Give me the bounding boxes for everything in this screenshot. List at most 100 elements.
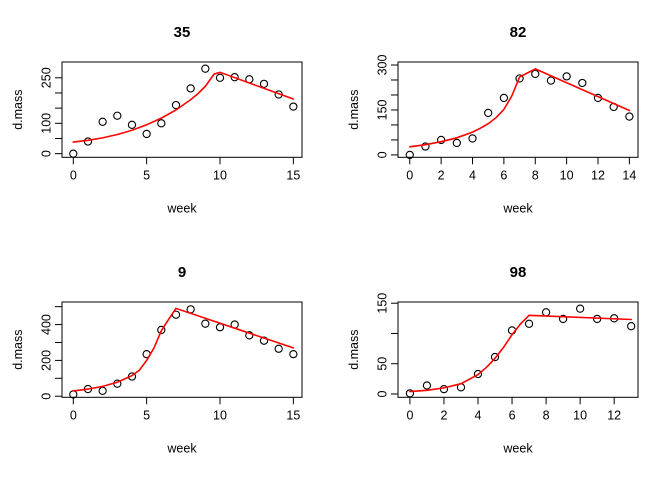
data-point — [171, 100, 181, 110]
y-tick-label: 0 — [375, 151, 389, 158]
data-point — [405, 389, 415, 398]
panel-title: 98 — [510, 264, 527, 281]
data-point — [625, 112, 634, 121]
y-tick-label: 400 — [39, 314, 53, 335]
data-point — [452, 138, 461, 148]
x-tick-label: 15 — [286, 408, 300, 422]
data-point — [436, 135, 446, 145]
x-tick-label: 0 — [406, 168, 413, 182]
data-point — [627, 322, 636, 331]
x-tick-label: 10 — [573, 408, 587, 422]
x-tick-label: 2 — [440, 408, 447, 422]
x-tick-label: 12 — [591, 168, 605, 182]
y-tick-label: 0 — [39, 150, 53, 157]
data-point — [201, 64, 210, 73]
x-tick-label: 6 — [500, 168, 507, 182]
y-axis-label: d.mass — [347, 330, 361, 370]
fitted-line — [72, 307, 295, 392]
data-point — [405, 150, 414, 160]
data-point — [578, 78, 587, 88]
data-point — [127, 120, 137, 129]
data-point — [201, 319, 210, 328]
x-axis-label: week — [166, 441, 197, 455]
y-tick-label: 0 — [375, 390, 389, 397]
panel-35: 0 5 10 15 0 100 250 35 week d.mass — [11, 24, 303, 215]
x-tick-label: 5 — [143, 168, 150, 182]
fitted-line — [409, 68, 631, 148]
data-point — [473, 369, 483, 379]
x-tick-label: 15 — [286, 168, 300, 182]
data-point — [541, 308, 551, 317]
data-point — [69, 149, 78, 158]
y-tick-label: 200 — [39, 350, 53, 371]
panel-82: 0 2 4 6 8 10 12 14 0 150 300 82 week d.mass — [347, 24, 639, 215]
x-tick-label: 0 — [70, 408, 77, 422]
x-tick-label: 4 — [469, 168, 476, 182]
x-tick-label: 12 — [607, 408, 621, 422]
y-tick-label: 0 — [39, 393, 53, 400]
x-axis-label: week — [502, 201, 533, 215]
x-tick-label: 4 — [475, 408, 482, 422]
y-axis-label: d.mass — [11, 330, 25, 370]
x-tick-label: 6 — [509, 408, 516, 422]
data-point — [499, 93, 509, 103]
data-point — [245, 331, 254, 340]
x-tick-label: 0 — [406, 408, 413, 422]
data-point — [98, 117, 107, 126]
panel-title: 9 — [178, 264, 186, 281]
x-axis-label: week — [166, 201, 197, 215]
data-point — [524, 319, 534, 328]
plot-box — [61, 61, 303, 158]
x-tick-label: 5 — [143, 408, 150, 422]
panel-98: 0 2 4 6 8 10 12 0 50 150 98 week d.mass — [347, 264, 639, 455]
y-tick-label: 150 — [375, 99, 389, 120]
x-axis-label: week — [502, 441, 533, 455]
x-tick-label: 10 — [560, 168, 574, 182]
data-point — [484, 108, 493, 118]
x-tick-label: 10 — [213, 168, 227, 182]
y-axis-label: d.mass — [347, 90, 361, 130]
data-point — [531, 69, 540, 79]
x-tick-label: 10 — [213, 408, 227, 422]
data-point — [546, 76, 556, 85]
data-point — [142, 129, 151, 139]
data-point — [468, 134, 477, 143]
x-tick-label: 14 — [622, 168, 636, 182]
x-tick-label: 8 — [543, 408, 550, 422]
fitted-line — [409, 314, 633, 393]
y-tick-label: 300 — [375, 55, 389, 76]
data-point — [575, 304, 585, 313]
panel-9: 0 5 10 15 0 200 400 9 week d.mass — [11, 264, 303, 455]
y-tick-label: 150 — [375, 293, 389, 314]
panel-title: 82 — [510, 24, 527, 41]
y-tick-label: 250 — [39, 67, 53, 88]
data-point — [186, 84, 195, 93]
x-tick-label: 2 — [438, 168, 445, 182]
x-tick-label: 0 — [70, 168, 77, 182]
data-point — [289, 102, 298, 111]
y-tick-label: 50 — [375, 357, 389, 371]
fitted-line — [72, 71, 295, 143]
x-tick-label: 8 — [532, 168, 539, 182]
data-point — [562, 72, 571, 81]
data-point — [289, 349, 298, 359]
data-point — [422, 381, 432, 390]
data-point — [157, 325, 166, 335]
data-point — [83, 137, 93, 146]
data-point — [157, 119, 166, 128]
data-point — [490, 352, 500, 362]
data-point — [259, 79, 269, 89]
data-point — [274, 344, 283, 353]
data-point — [558, 314, 568, 324]
panel-title: 35 — [174, 24, 191, 41]
data-point — [215, 73, 225, 82]
data-point — [421, 142, 430, 151]
data-point — [98, 386, 107, 396]
plot-box — [61, 301, 303, 398]
y-axis-label: d.mass — [11, 90, 25, 130]
data-point — [515, 74, 524, 83]
data-point — [113, 111, 122, 120]
plot-box — [397, 301, 639, 398]
